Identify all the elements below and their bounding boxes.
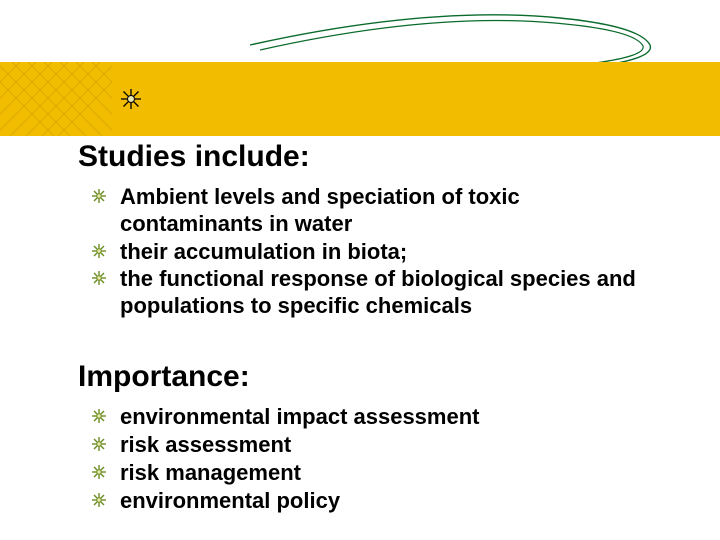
list-item: risk management bbox=[92, 460, 658, 487]
list-item: the functional response of biological sp… bbox=[92, 266, 658, 320]
band-lattice-decoration bbox=[0, 62, 112, 136]
list-item: environmental policy bbox=[92, 488, 658, 515]
list-item: environmental impact assessment bbox=[92, 404, 658, 431]
list-item-text: risk management bbox=[120, 460, 301, 485]
list-item-text: Ambient levels and speciation of toxic c… bbox=[120, 184, 520, 236]
bullet-icon bbox=[92, 189, 106, 203]
list-item: risk assessment bbox=[92, 432, 658, 459]
list-item-text: the functional response of biological sp… bbox=[120, 266, 636, 318]
bullet-icon bbox=[92, 244, 106, 258]
bullet-icon bbox=[92, 409, 106, 423]
section-heading: Studies include: bbox=[78, 140, 658, 174]
band-spark-icon bbox=[120, 88, 142, 110]
list-item-text: environmental policy bbox=[120, 488, 340, 513]
slide-content: Studies include: Ambient levels and spec… bbox=[78, 140, 658, 515]
bullet-icon bbox=[92, 465, 106, 479]
bullet-icon bbox=[92, 493, 106, 507]
list-item-text: their accumulation in biota; bbox=[120, 239, 407, 264]
list-item-text: environmental impact assessment bbox=[120, 404, 479, 429]
list-item-text: risk assessment bbox=[120, 432, 291, 457]
list-item: their accumulation in biota; bbox=[92, 239, 658, 266]
bullet-icon bbox=[92, 271, 106, 285]
importance-list: environmental impact assessment risk ass… bbox=[78, 404, 658, 514]
header-swoosh bbox=[0, 0, 720, 65]
list-item: Ambient levels and speciation of toxic c… bbox=[92, 184, 658, 238]
studies-list: Ambient levels and speciation of toxic c… bbox=[78, 184, 658, 320]
title-band bbox=[0, 62, 720, 136]
section-heading: Importance: bbox=[78, 360, 658, 394]
bullet-icon bbox=[92, 437, 106, 451]
